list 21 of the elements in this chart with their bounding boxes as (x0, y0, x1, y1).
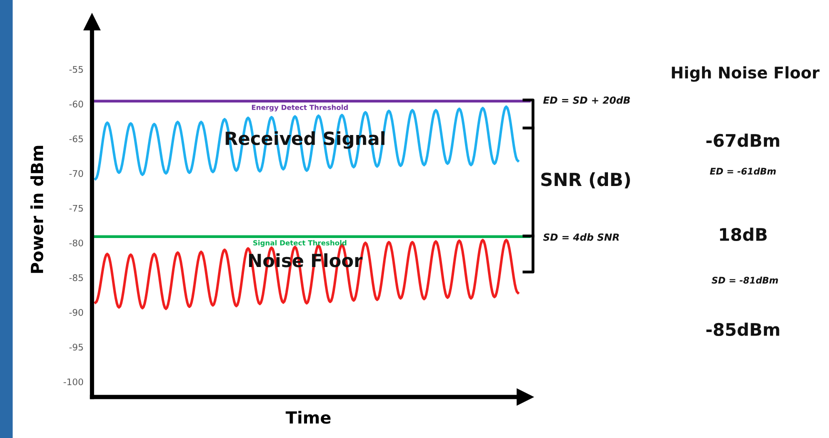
text: ED = SD + 20dB (543, 96, 630, 104)
y-tick-label: -80 (69, 240, 84, 246)
text: SNR (dB) (541, 172, 630, 188)
text: SD = 4db SNR (543, 233, 619, 241)
y-tick-label: -90 (69, 309, 84, 316)
text: ED = -61dBm (710, 168, 776, 175)
y-axis-title: Power in dBm (30, 146, 44, 273)
text: High Noise Floor (672, 66, 820, 82)
y-tick-label: -100 (64, 378, 84, 386)
text: SD = -81dBm (712, 276, 778, 284)
y-tick-label: -95 (69, 344, 83, 351)
text: 18dB (720, 228, 767, 242)
y-tick-label: -70 (69, 170, 84, 177)
x-axis-title: Time (286, 410, 331, 424)
text: -85dBm (706, 322, 780, 336)
y-tick-label: -75 (69, 204, 83, 212)
y-tick-label: -65 (69, 135, 83, 142)
y-tick-label: -55 (69, 66, 83, 73)
y-tick-label: -60 (69, 100, 84, 108)
text: -67dBm (706, 134, 780, 148)
y-tick-label: -85 (69, 274, 83, 282)
